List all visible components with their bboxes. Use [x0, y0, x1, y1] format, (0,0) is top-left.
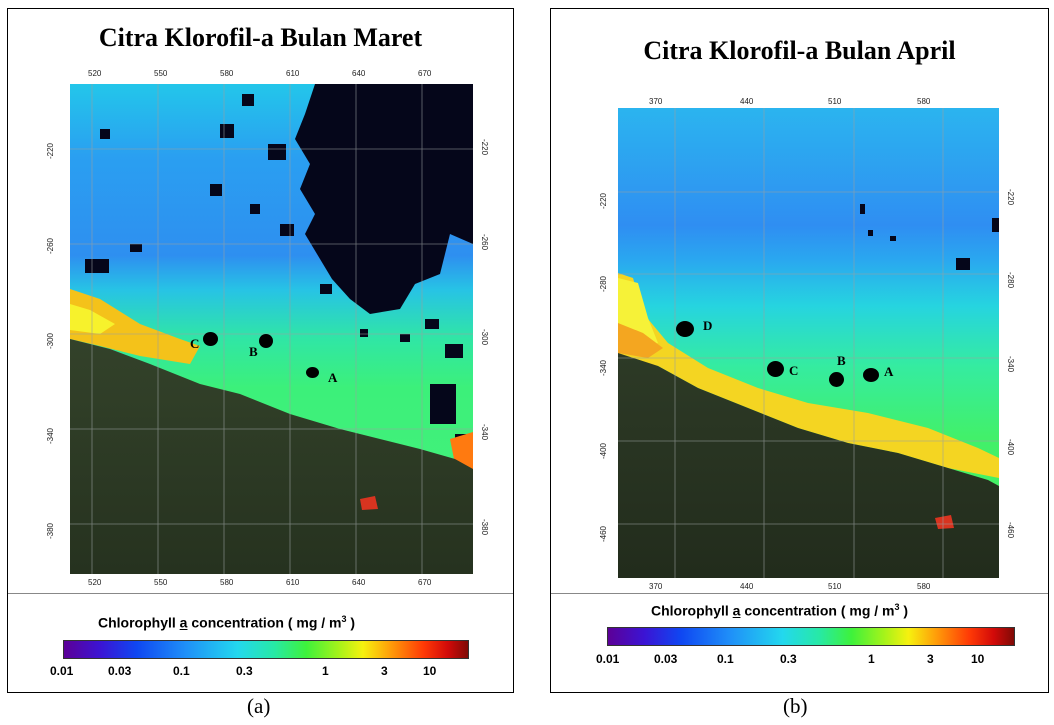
sample-point-a: [306, 367, 319, 378]
legend-underlined-a: a: [179, 614, 188, 631]
x-tick-bottom: 640: [352, 578, 366, 587]
x-tick-bottom: 580: [220, 578, 234, 587]
caption-b: (b): [783, 694, 808, 718]
legend-title-start: Chlorophyll a concentration ( mg / m: [98, 614, 342, 631]
y-tick-left: -460: [599, 525, 608, 542]
colorbar-tick: 0.3: [236, 664, 253, 678]
chlorophyll-map-april: [618, 108, 999, 578]
y-tick-right: -380: [480, 519, 489, 536]
legend-unit-power: 3: [341, 614, 347, 624]
colorbar-tick: 0.01: [50, 664, 74, 678]
colorbar-tick: 3: [381, 664, 388, 678]
y-tick-right: -400: [1006, 439, 1015, 456]
map-image: [70, 84, 473, 574]
y-tick-right: -340: [1006, 356, 1015, 373]
sample-point-d: [676, 321, 694, 337]
point-label: C: [789, 363, 799, 378]
colorbar-tick: 1: [322, 664, 329, 678]
panel-march: Citra Klorofil-a Bulan Maret 520 550 580…: [7, 8, 514, 693]
y-tick-right: -220: [480, 139, 489, 156]
x-tick-bottom: 370: [649, 582, 663, 591]
point-label: B: [249, 344, 258, 359]
legend-underlined-a: a: [732, 602, 741, 619]
y-tick-left: -260: [46, 237, 55, 254]
colorbar-tick: 0.03: [654, 652, 678, 666]
x-tick-bottom: 550: [154, 578, 168, 587]
y-tick-right: -220: [1006, 189, 1015, 206]
legend-title: Chlorophyll a concentration ( mg / m3 ): [651, 602, 908, 619]
y-tick-left: -280: [599, 275, 608, 292]
x-tick: 580: [917, 97, 931, 106]
x-tick: 640: [352, 69, 366, 78]
colorbar-tick: 1: [868, 652, 875, 666]
colorbar-tick: 10: [971, 652, 985, 666]
legend-title: Chlorophyll a concentration ( mg / m3 ): [98, 614, 355, 631]
y-tick-right: -300: [480, 329, 489, 346]
legend-title-start: Chlorophyll a concentration ( mg / m: [651, 602, 895, 619]
point-label: C: [190, 336, 200, 351]
panel-april: Citra Klorofil-a Bulan April 370 440 510…: [550, 8, 1049, 693]
x-tick-bottom: 610: [286, 578, 300, 587]
x-tick: 440: [740, 97, 754, 106]
legend-unit-power: 3: [894, 602, 900, 612]
y-tick-right: -260: [480, 234, 489, 251]
colorbar-tick: 0.1: [717, 652, 734, 666]
x-tick: 610: [286, 69, 300, 78]
y-tick-left: -300: [46, 332, 55, 349]
sample-point-b: [259, 334, 273, 348]
y-tick-left: -380: [46, 522, 55, 539]
legend-title-end: ): [346, 614, 356, 631]
y-tick-left: -340: [46, 427, 55, 444]
y-tick-left: -220: [46, 142, 55, 159]
x-tick-bottom: 670: [418, 578, 432, 587]
map-image: [618, 108, 999, 578]
point-label: D: [703, 318, 713, 333]
x-tick: 550: [154, 69, 168, 78]
chlorophyll-map-march: [70, 84, 473, 574]
x-tick: 670: [418, 69, 432, 78]
sample-point-c: [767, 361, 784, 377]
y-tick-right: -460: [1006, 522, 1015, 539]
colorbar-tick: 10: [423, 664, 437, 678]
x-tick: 580: [220, 69, 234, 78]
divider: [551, 593, 1048, 594]
colorbar: [63, 640, 469, 659]
x-tick-bottom: 520: [88, 578, 102, 587]
y-tick-right: -280: [1006, 272, 1015, 289]
y-tick-left: -340: [599, 359, 608, 376]
x-tick-bottom: 510: [828, 582, 842, 591]
x-tick: 510: [828, 97, 842, 106]
colorbar-tick: 0.3: [780, 652, 797, 666]
x-tick: 370: [649, 97, 663, 106]
sample-point-b: [829, 372, 844, 387]
colorbar: [607, 627, 1015, 646]
point-label: A: [328, 370, 338, 385]
caption-a: (a): [247, 694, 271, 718]
x-tick: 520: [88, 69, 102, 78]
sample-point-a: [863, 368, 879, 382]
colorbar-tick: 0.01: [596, 652, 620, 666]
y-tick-right: -340: [480, 424, 489, 441]
sample-point-c: [203, 332, 218, 346]
panel-title: Citra Klorofil-a Bulan April: [643, 36, 956, 65]
panel-title: Citra Klorofil-a Bulan Maret: [98, 23, 423, 52]
x-tick-bottom: 580: [917, 582, 931, 591]
x-tick-bottom: 440: [740, 582, 754, 591]
y-tick-left: -220: [599, 192, 608, 209]
colorbar-tick: 3: [927, 652, 934, 666]
point-label: B: [837, 353, 846, 368]
point-label: A: [884, 364, 894, 379]
divider: [8, 593, 513, 594]
colorbar-tick: 0.03: [108, 664, 132, 678]
legend-title-end: ): [899, 602, 909, 619]
y-tick-left: -400: [599, 442, 608, 459]
colorbar-tick: 0.1: [173, 664, 190, 678]
